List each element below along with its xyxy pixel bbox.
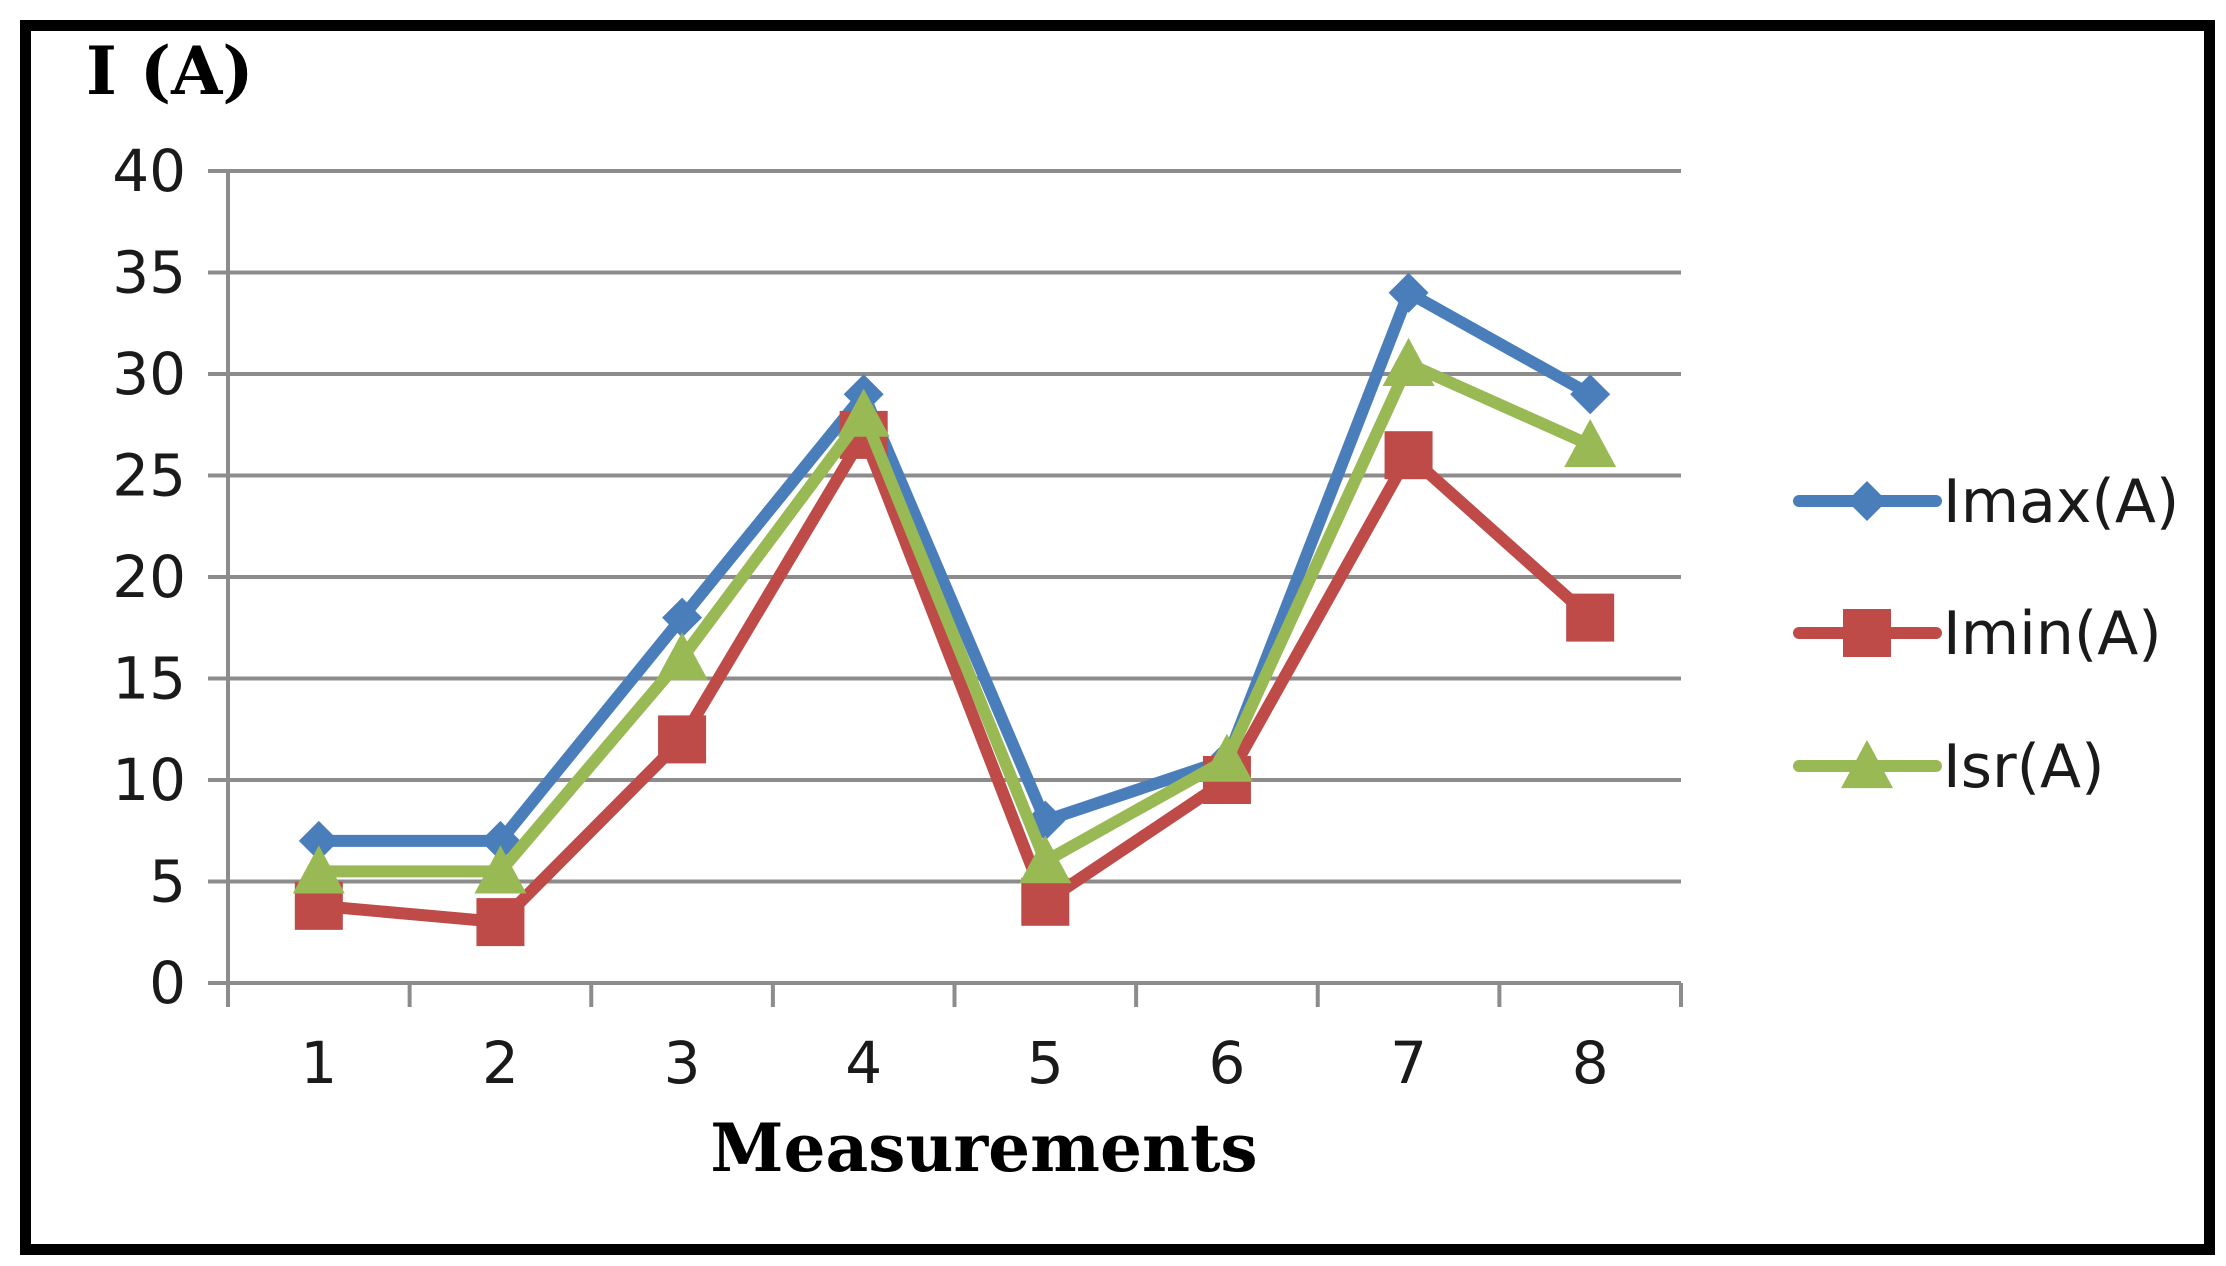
x-tick-label: 7 — [1390, 1029, 1427, 1097]
legend-label: Imin(A) — [1943, 599, 2162, 669]
x-tick-labels: 1 2 3 4 5 6 7 8 — [300, 1029, 1608, 1097]
x-tick-label: 5 — [1027, 1029, 1064, 1097]
legend-item: Isr(A) — [1793, 732, 2104, 802]
data-point — [662, 597, 703, 638]
x-tick-label: 3 — [664, 1029, 701, 1097]
data-point — [476, 898, 525, 947]
x-tick-label: 4 — [845, 1029, 882, 1097]
legend-marker — [1847, 481, 1887, 521]
data-point — [1388, 272, 1429, 313]
y-tick-label: 0 — [149, 949, 186, 1017]
x-tick-label: 1 — [300, 1029, 337, 1097]
series-line — [312, 357, 1597, 878]
gridlines — [208, 169, 1681, 884]
y-tick-label: 35 — [112, 239, 186, 307]
legend-label: Isr(A) — [1943, 732, 2104, 802]
data-point — [1564, 419, 1617, 468]
x-tick-label: 8 — [1572, 1029, 1609, 1097]
legend-item: Imin(A) — [1793, 599, 2162, 669]
data-point — [298, 820, 339, 861]
data-point — [1566, 593, 1615, 642]
data-point — [658, 715, 707, 764]
series-group — [292, 272, 1617, 947]
data-point — [1019, 835, 1072, 884]
data-point — [292, 845, 345, 894]
data-point — [1384, 431, 1433, 480]
data-point — [837, 388, 890, 437]
axes — [208, 171, 1683, 1007]
data-point — [1382, 337, 1435, 386]
line-chart: 0 5 10 15 20 25 30 35 40 1 2 3 4 5 6 7 8 Imax(A) Imin(A)… — [86, 32, 2179, 1187]
x-axis-title: Measurements — [710, 1109, 1257, 1187]
series-isr-a — [292, 337, 1617, 894]
y-axis-title: I (A) — [86, 32, 254, 110]
legend-label: Imax(A) — [1943, 467, 2179, 537]
legend-marker — [1843, 609, 1891, 657]
y-tick-label: 25 — [112, 442, 186, 510]
data-point — [1570, 374, 1611, 415]
data-point — [1021, 877, 1070, 926]
y-tick-label: 20 — [112, 543, 186, 611]
y-tick-label: 5 — [149, 848, 186, 916]
series-imax-a — [298, 272, 1611, 861]
data-point — [474, 845, 527, 894]
data-point — [656, 632, 709, 681]
legend-item: Imax(A) — [1793, 467, 2179, 537]
data-point — [1200, 733, 1253, 782]
series-line — [312, 428, 1597, 929]
x-tick-label: 2 — [482, 1029, 519, 1097]
legend-marker — [1841, 740, 1893, 789]
series-line — [312, 286, 1597, 847]
chart-frame: 0 5 10 15 20 25 30 35 40 1 2 3 4 5 6 7 8 Imax(A) Imin(A)… — [20, 20, 2215, 1255]
y-tick-label: 40 — [112, 137, 186, 205]
y-tick-label: 10 — [112, 746, 186, 814]
x-tick-label: 6 — [1208, 1029, 1245, 1097]
legend: Imax(A) Imin(A) Isr(A) — [1793, 467, 2179, 802]
y-tick-label: 15 — [112, 645, 186, 713]
y-tick-labels: 0 5 10 15 20 25 30 35 40 — [112, 137, 186, 1017]
y-tick-label: 30 — [112, 340, 186, 408]
